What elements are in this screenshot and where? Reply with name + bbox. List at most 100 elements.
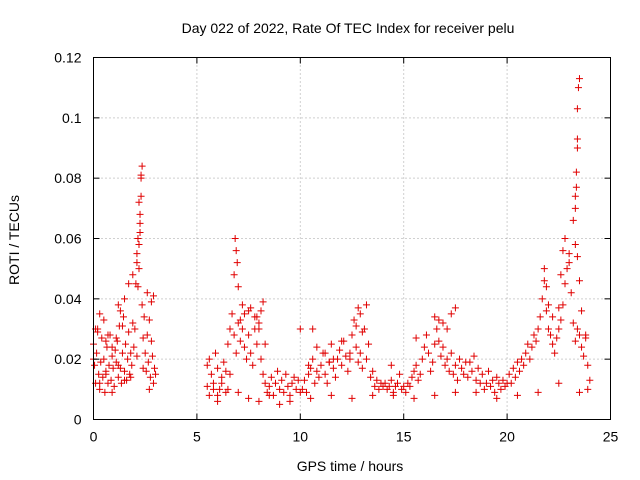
data-point	[356, 310, 364, 318]
data-point	[544, 301, 552, 309]
data-point	[344, 367, 352, 375]
data-point	[104, 331, 112, 339]
data-point	[205, 355, 213, 363]
data-point	[247, 349, 255, 357]
data-point	[573, 105, 581, 113]
data-point	[526, 355, 534, 363]
data-point	[124, 355, 132, 363]
data-point	[119, 313, 127, 321]
data-point	[555, 325, 563, 333]
data-points	[90, 75, 594, 408]
data-point	[474, 364, 482, 372]
data-point	[214, 391, 222, 399]
data-point	[265, 382, 273, 390]
data-point	[499, 376, 507, 384]
data-point	[410, 367, 418, 375]
data-point	[232, 349, 240, 357]
data-point	[572, 168, 580, 176]
data-point	[138, 162, 146, 170]
data-point	[493, 394, 501, 402]
data-point	[437, 352, 445, 360]
data-point	[255, 325, 263, 333]
data-point	[487, 382, 495, 390]
data-point	[104, 379, 112, 387]
data-point	[375, 385, 383, 393]
data-point	[381, 379, 389, 387]
data-point	[286, 397, 294, 405]
data-point	[575, 277, 583, 285]
data-point	[464, 373, 472, 381]
data-point	[255, 319, 263, 327]
data-point	[231, 235, 239, 242]
data-point	[207, 370, 215, 378]
data-point	[456, 355, 464, 363]
data-point	[307, 394, 315, 402]
data-point	[110, 382, 118, 390]
data-point	[367, 373, 375, 381]
y-tick-label: 0.02	[54, 351, 81, 367]
data-point	[584, 385, 592, 393]
data-point	[470, 352, 478, 360]
data-point	[362, 355, 370, 363]
data-point	[497, 385, 505, 393]
data-point	[427, 367, 435, 375]
data-point	[149, 379, 157, 387]
data-point	[569, 216, 577, 224]
data-point	[439, 319, 447, 327]
data-point	[542, 283, 550, 291]
data-point	[518, 355, 526, 363]
data-point	[114, 361, 122, 369]
data-point	[443, 355, 451, 363]
data-point	[147, 337, 155, 345]
data-point	[230, 331, 238, 339]
data-point	[540, 265, 548, 273]
data-point	[567, 289, 575, 297]
data-point	[491, 388, 499, 396]
data-point	[108, 388, 116, 396]
data-point	[460, 370, 468, 378]
data-point	[489, 376, 497, 384]
data-point	[135, 241, 143, 249]
data-point	[547, 331, 555, 339]
data-point	[447, 349, 455, 357]
data-point	[484, 367, 492, 375]
data-point	[148, 352, 156, 360]
data-point	[271, 379, 279, 387]
data-point	[121, 295, 129, 303]
data-point	[286, 391, 294, 399]
data-point	[445, 367, 453, 375]
data-point	[138, 301, 146, 309]
data-point	[580, 352, 588, 360]
data-point	[369, 391, 377, 399]
data-point	[476, 379, 484, 387]
data-point	[214, 364, 222, 372]
data-point	[516, 367, 524, 375]
data-point	[203, 382, 211, 390]
data-point	[396, 370, 404, 378]
data-point	[284, 382, 292, 390]
data-point	[209, 379, 217, 387]
data-point	[571, 241, 579, 249]
data-point	[95, 370, 103, 378]
data-point	[129, 319, 137, 327]
data-point	[414, 376, 422, 384]
data-point	[447, 310, 455, 318]
data-point	[232, 247, 240, 255]
data-point	[222, 367, 230, 375]
data-point	[145, 385, 153, 393]
data-point	[305, 361, 313, 369]
data-point	[513, 358, 521, 366]
data-point	[233, 259, 241, 267]
data-point	[226, 370, 234, 378]
data-point	[433, 325, 441, 333]
data-point	[342, 352, 350, 360]
data-point	[247, 304, 255, 312]
data-point	[97, 358, 105, 366]
data-point	[573, 144, 581, 152]
data-point	[209, 385, 217, 393]
data-point	[257, 355, 265, 363]
data-point	[141, 349, 149, 357]
data-point	[282, 370, 290, 378]
data-point	[121, 376, 129, 384]
